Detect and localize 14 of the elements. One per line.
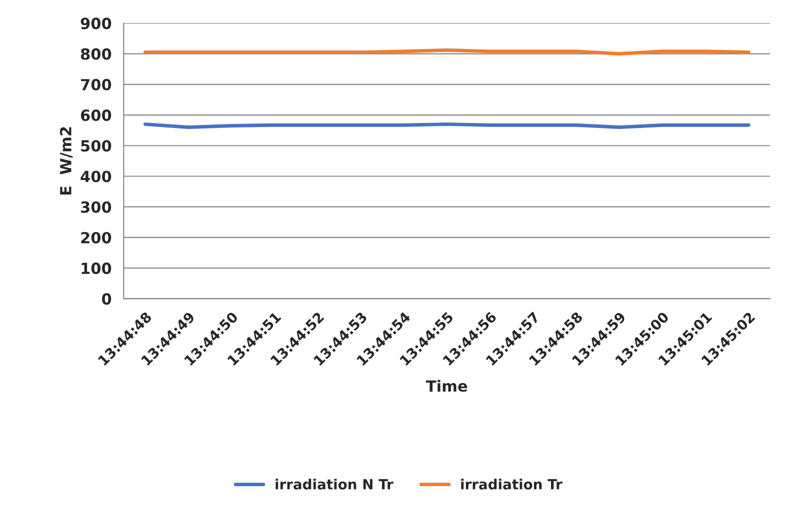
y-tick-label: 500	[81, 140, 112, 152]
y-tick-label: 900	[80, 18, 112, 30]
y-axis-title: E W/m2	[60, 127, 73, 195]
y-tick-label: 600	[80, 109, 112, 122]
x-axis-title: Time	[426, 380, 468, 392]
y-tick-label: 100	[82, 262, 112, 274]
y-tick-label: 300	[81, 201, 112, 213]
y-tick-label: 700	[81, 78, 112, 90]
y-tick-label: 0	[102, 293, 112, 305]
legend-label: irradiation Tr	[461, 478, 562, 490]
y-tick-label: 800	[80, 48, 112, 60]
y-tick-label: 200	[81, 232, 112, 244]
legend-label: irradiation N Tr	[276, 478, 394, 490]
y-tick-label: 400	[80, 170, 112, 182]
